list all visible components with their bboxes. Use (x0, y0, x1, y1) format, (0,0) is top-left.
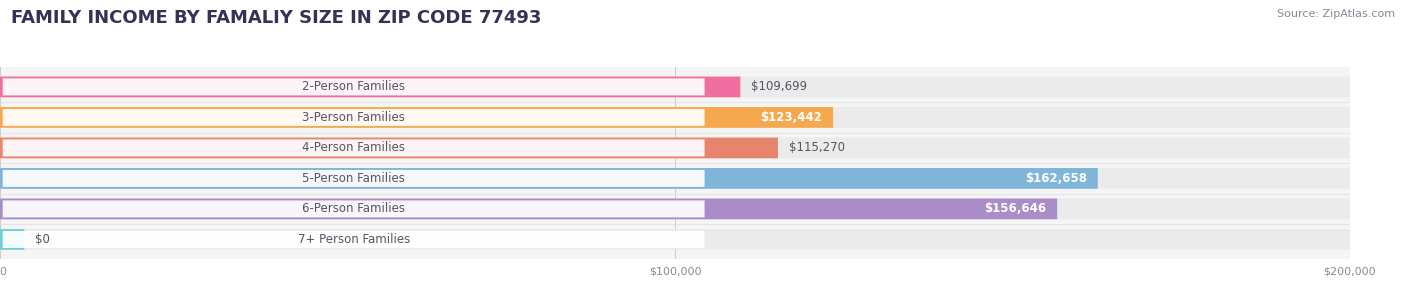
Text: FAMILY INCOME BY FAMALIY SIZE IN ZIP CODE 77493: FAMILY INCOME BY FAMALIY SIZE IN ZIP COD… (11, 9, 541, 27)
FancyBboxPatch shape (0, 77, 1350, 97)
Text: Source: ZipAtlas.com: Source: ZipAtlas.com (1277, 9, 1395, 19)
FancyBboxPatch shape (0, 168, 1098, 189)
FancyBboxPatch shape (0, 107, 834, 128)
FancyBboxPatch shape (0, 229, 24, 250)
Text: 6-Person Families: 6-Person Families (302, 203, 405, 215)
FancyBboxPatch shape (0, 229, 1350, 250)
Text: 3-Person Families: 3-Person Families (302, 111, 405, 124)
FancyBboxPatch shape (3, 231, 704, 248)
FancyBboxPatch shape (3, 109, 704, 126)
FancyBboxPatch shape (0, 138, 778, 158)
Text: $156,646: $156,646 (984, 203, 1046, 215)
Text: 7+ Person Families: 7+ Person Families (298, 233, 409, 246)
FancyBboxPatch shape (3, 78, 704, 95)
Text: $162,658: $162,658 (1025, 172, 1087, 185)
Text: 5-Person Families: 5-Person Families (302, 172, 405, 185)
Text: 4-Person Families: 4-Person Families (302, 142, 405, 154)
FancyBboxPatch shape (0, 199, 1350, 219)
FancyBboxPatch shape (3, 200, 704, 217)
Text: $109,699: $109,699 (751, 81, 807, 93)
FancyBboxPatch shape (3, 139, 704, 156)
Text: $123,442: $123,442 (761, 111, 823, 124)
FancyBboxPatch shape (0, 107, 1350, 128)
FancyBboxPatch shape (0, 77, 741, 97)
FancyBboxPatch shape (0, 168, 1350, 189)
FancyBboxPatch shape (3, 170, 704, 187)
Text: 2-Person Families: 2-Person Families (302, 81, 405, 93)
FancyBboxPatch shape (0, 199, 1057, 219)
FancyBboxPatch shape (0, 138, 1350, 158)
Text: $115,270: $115,270 (789, 142, 845, 154)
Text: $0: $0 (35, 233, 51, 246)
